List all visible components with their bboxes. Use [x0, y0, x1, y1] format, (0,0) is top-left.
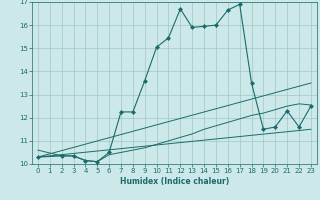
X-axis label: Humidex (Indice chaleur): Humidex (Indice chaleur) [120, 177, 229, 186]
